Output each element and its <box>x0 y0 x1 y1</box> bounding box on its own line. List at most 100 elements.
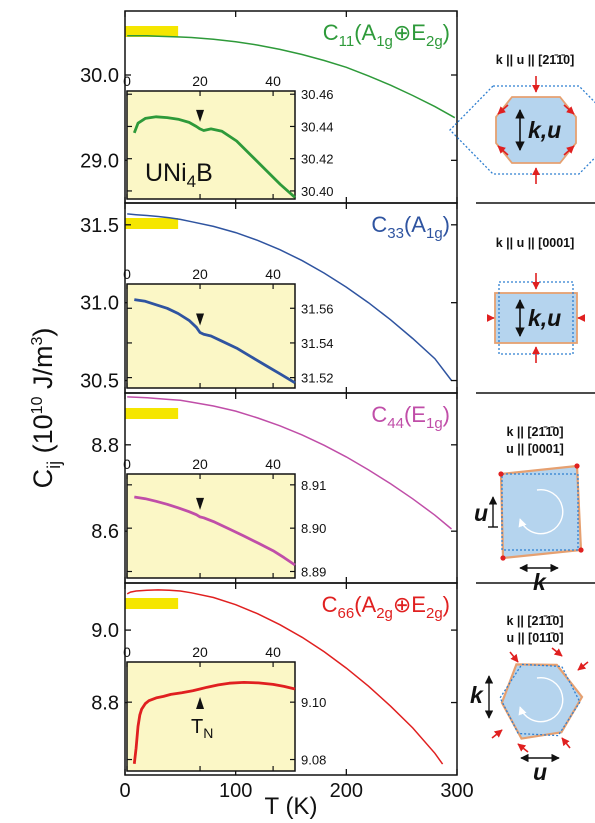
wave-vector-label: u <box>533 759 547 785</box>
mode-label-part: (A <box>354 20 376 45</box>
deformed-shape <box>499 464 583 560</box>
mode-label-part: ⊕E <box>393 592 426 617</box>
y-axis-label-main: C <box>28 469 58 489</box>
inset-x-tick-label: 20 <box>192 73 208 89</box>
inset-x-tick-label: 40 <box>265 644 281 660</box>
y-axis-label-units-mid: J/m <box>28 346 58 397</box>
panels: 29.030.0C11(A1g⊕E2g)30.4030.4230.4430.46… <box>80 10 474 802</box>
strain-arrow-3 <box>561 737 571 749</box>
inset-x-tick-label: 0 <box>123 456 131 472</box>
strain-arrow-4 <box>491 729 503 739</box>
x-axis-label: T (K) <box>265 793 318 820</box>
inset-y-tick-label: 30.44 <box>301 119 334 134</box>
mode-label-part: ) <box>443 592 450 617</box>
mode-label-part: (E <box>404 402 426 427</box>
mode-label-part: 2g <box>426 33 443 50</box>
inset-curve <box>134 298 296 385</box>
mode-label-part: 66 <box>338 605 355 622</box>
y-tick-label: 31.0 <box>80 293 119 315</box>
inset-x-tick-label: 40 <box>265 266 281 282</box>
corner-marker <box>578 547 584 553</box>
transition-marker <box>196 696 205 709</box>
mode-label-c66: C66(A2g⊕E2g) <box>322 592 450 622</box>
propagation-direction-label: k || [21̄1̄0] <box>506 614 563 628</box>
y-tick-label: 8.6 <box>91 521 119 543</box>
deformed-shape <box>500 663 584 740</box>
strain-arrow-2 <box>577 661 589 671</box>
mode-label-part: ) <box>443 20 450 45</box>
strain-arrow-upper-left <box>497 104 509 115</box>
inset-c66: 9.08 9.10 0 20 40 TN <box>123 644 326 772</box>
mode-label-c33: C33(A1g) <box>371 212 450 242</box>
inset-background <box>126 90 296 200</box>
x-tick-label: 100 <box>219 780 252 802</box>
transition-marker <box>196 109 205 122</box>
mode-label-part: (A <box>404 212 426 237</box>
mode-label-part: ⊕E <box>393 20 426 45</box>
strain-arrow-6 <box>517 743 529 753</box>
mode-label-part: 33 <box>387 225 404 242</box>
panel-c33: 30.5 31.0 31.5 C33(A1g) 31.52 31.54 31.56 0 20 40 <box>80 202 458 394</box>
undeformed-outline <box>501 473 579 551</box>
inset-background <box>126 473 296 579</box>
mode-label-part: 1g <box>426 225 443 242</box>
x-tick-label: 300 <box>440 780 473 802</box>
y-tick-label: 8.8 <box>91 435 119 457</box>
inset-x-tick-label: 0 <box>123 644 131 660</box>
inset-y-tick-label: 8.90 <box>301 521 326 536</box>
main-curve-c44 <box>127 396 452 530</box>
mode-label-part: 44 <box>387 415 404 432</box>
wave-vector-label: k <box>470 682 484 708</box>
y-axis-label-units-exp: 10 <box>29 396 46 414</box>
low-temperature-highlight <box>125 26 179 37</box>
y-axis-label-units-exp2: 3 <box>29 337 46 346</box>
strain-arrow-lower-right <box>563 145 575 156</box>
undeformed-outline <box>449 85 595 175</box>
x-tick-label: 0 <box>119 780 130 802</box>
corner-marker <box>574 463 580 469</box>
propagation-direction-label: k || [21̄1̄0] <box>506 425 563 439</box>
mode-label-part: 1g <box>426 415 443 432</box>
inset-y-tick-label: 8.89 <box>301 565 326 580</box>
mode-label-part: 2g <box>426 605 443 622</box>
y-axis-label-units-post: ) <box>28 328 58 337</box>
compound-label: UNi4B <box>145 159 213 191</box>
deformed-shape <box>494 292 578 344</box>
inset-x-tick-label: 40 <box>265 456 281 472</box>
inset-curve <box>132 115 296 199</box>
inset-y-tick-label: 8.91 <box>301 478 326 493</box>
tn-label: TN <box>191 716 213 741</box>
inset-y-tick-label: 31.52 <box>301 371 334 386</box>
x-tick-label: 200 <box>330 780 363 802</box>
schematic-c44: k || [21̄1̄0] u || [0001] u k <box>474 425 584 595</box>
y-axis-label-units-pre: (10 <box>28 414 58 461</box>
inset-x-tick-label: 20 <box>192 456 208 472</box>
wave-vector-label: k,u <box>528 305 561 331</box>
inset-y-tick-label: 30.42 <box>301 152 334 167</box>
schematic-c11: k || u || [21̄1̄0] k,u <box>449 53 595 184</box>
low-temperature-highlight <box>125 598 179 609</box>
propagation-direction-label: u || [011̄0] <box>506 631 563 645</box>
inset-x-tick-label: 20 <box>192 644 208 660</box>
wave-vector-label: k <box>533 569 547 595</box>
strain-arrow-upper-right <box>563 104 575 115</box>
mode-label-part: ) <box>443 212 450 237</box>
y-tick-label: 31.5 <box>80 215 119 237</box>
main-curve-c11 <box>127 34 456 119</box>
propagation-direction-label: u || [0001] <box>506 442 564 456</box>
mode-label-part: C <box>371 402 387 427</box>
mode-label-part: C <box>323 20 339 45</box>
y-axis-label: Cij (1010 J/m3) <box>28 328 64 489</box>
main-curve-c66 <box>126 589 444 765</box>
inset-x-tick-label: 0 <box>123 266 131 282</box>
inset-background <box>126 661 296 772</box>
inset-y-tick-label: 9.10 <box>301 695 326 710</box>
inset-y-tick-label: 30.40 <box>301 184 334 199</box>
panel-frame <box>124 582 458 776</box>
wave-vector-label: k,u <box>528 117 561 143</box>
inset-x-tick-label: 20 <box>192 266 208 282</box>
corner-marker <box>500 555 506 561</box>
corner-marker <box>498 471 504 477</box>
